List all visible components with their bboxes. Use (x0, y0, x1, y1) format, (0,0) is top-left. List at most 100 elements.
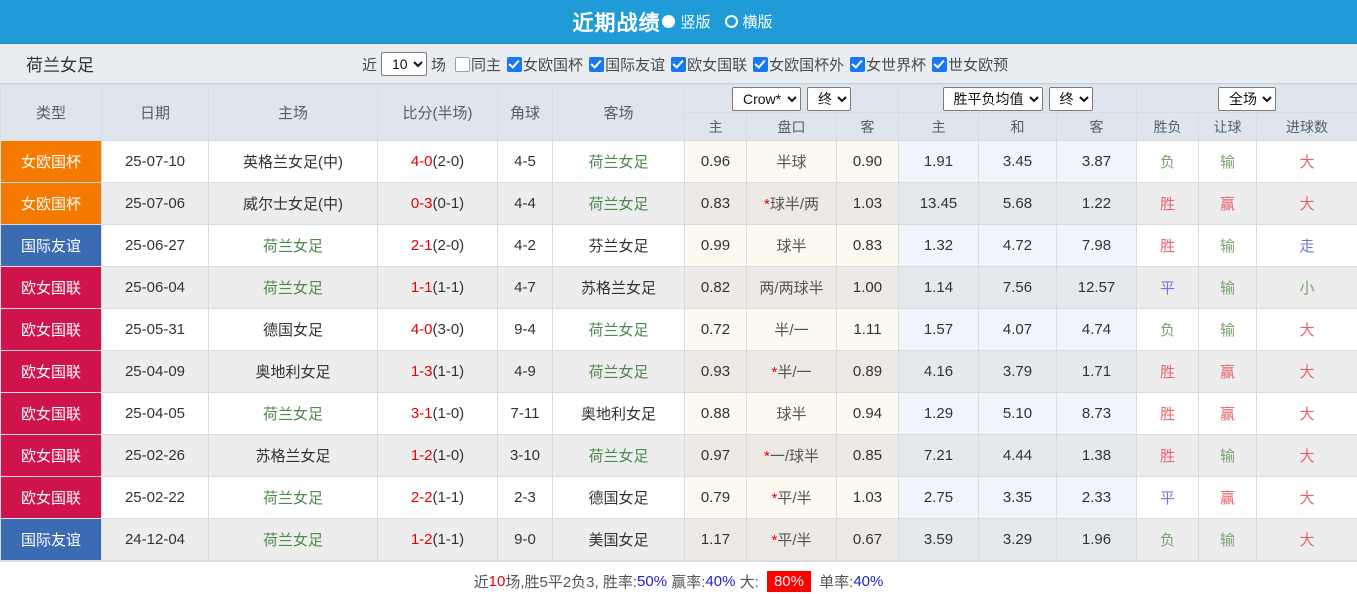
same-home-checkbox[interactable] (455, 56, 471, 72)
euro-odds-away: 12.57 (1055, 266, 1138, 309)
away-team[interactable]: 荷兰女足 (552, 140, 685, 183)
home-team[interactable]: 荷兰女足 (208, 476, 378, 519)
scope-select-group: 全场 (1136, 84, 1357, 113)
match-date: 25-05-31 (101, 308, 209, 351)
match-score[interactable]: 1-2(1-1) (377, 518, 498, 561)
result-goals: 大 (1256, 476, 1357, 519)
match-score[interactable]: 2-1(2-0) (377, 224, 498, 267)
competition-badge-cell[interactable]: 欧女国联 (0, 266, 102, 309)
away-team[interactable]: 荷兰女足 (552, 350, 685, 393)
table-row[interactable]: 欧女国联 25-04-09 奥地利女足 1-3(1-1) 4-9 荷兰女足 0.93 *半/一… (0, 350, 1357, 393)
match-score[interactable]: 1-1(1-1) (377, 266, 498, 309)
view-mode-option-horizontal[interactable]: 横版 (724, 11, 785, 32)
table-row[interactable]: 欧女国联 25-06-04 荷兰女足 1-1(1-1) 4-7 苏格兰女足 0.82 两/两球… (0, 266, 1357, 309)
match-score[interactable]: 4-0(3-0) (377, 308, 498, 351)
result-goals: 大 (1256, 182, 1357, 225)
match-score[interactable]: 2-2(1-1) (377, 476, 498, 519)
competition-badge-cell[interactable]: 女欧国杯 (0, 140, 102, 183)
match-score[interactable]: 4-0(2-0) (377, 140, 498, 183)
home-team[interactable]: 荷兰女足 (208, 224, 378, 267)
result-handicap: 赢 (1198, 476, 1258, 519)
away-team[interactable]: 苏格兰女足 (552, 266, 685, 309)
competition-badge-cell[interactable]: 国际友谊 (0, 518, 102, 561)
result-goals: 大 (1256, 392, 1357, 435)
match-score[interactable]: 0-3(0-1) (377, 182, 498, 225)
table-row[interactable]: 国际友谊 24-12-04 荷兰女足 1-2(1-1) 9-0 美国女足 1.17 *平/半 0… (0, 518, 1357, 561)
asia-handicap-line: *平/半 (746, 476, 837, 519)
table-row[interactable]: 欧女国联 25-02-22 荷兰女足 2-2(1-1) 2-3 德国女足 0.79 *平/半 1… (0, 476, 1357, 519)
competition-badge-cell[interactable]: 欧女国联 (0, 350, 102, 393)
match-date: 25-07-10 (101, 140, 209, 183)
view-mode-option-vertical[interactable]: 竖版 (662, 11, 722, 32)
away-team[interactable]: 荷兰女足 (552, 182, 685, 225)
home-team[interactable]: 荷兰女足 (208, 392, 378, 435)
competition-badge: 欧女国联 (1, 477, 101, 518)
competition-badge-cell[interactable]: 欧女国联 (0, 476, 102, 519)
competition-checkbox-0[interactable] (507, 56, 523, 72)
table-row[interactable]: 欧女国联 25-05-31 德国女足 4-0(3-0) 9-4 荷兰女足 0.72 半/一 1.… (0, 308, 1357, 351)
euro-odds-draw: 3.45 (978, 140, 1057, 183)
competition-badge-cell[interactable]: 欧女国联 (0, 434, 102, 477)
team-name: 荷兰女足 (26, 56, 94, 75)
competition-checkbox-5[interactable] (932, 56, 948, 72)
summary-footer: 近 10 场,胜5平2负3, 胜率: 50% 赢率: 40% 大: 80% 单率: 40% (0, 561, 1357, 594)
competition-badge-cell[interactable]: 国际友谊 (0, 224, 102, 267)
competition-badge: 国际友谊 (1, 519, 101, 560)
home-team[interactable]: 德国女足 (208, 308, 378, 351)
col-header-goals: 进球数 (1256, 112, 1357, 141)
result-wdl: 负 (1136, 518, 1200, 561)
asia-odds-away: 1.03 (836, 182, 899, 225)
home-team[interactable]: 威尔士女足(中) (208, 182, 378, 225)
competition-checkbox-4[interactable] (850, 56, 866, 72)
col-header-type: 类型 (0, 84, 102, 141)
asia-odds-away: 0.85 (836, 434, 899, 477)
asia-odds-away: 0.94 (836, 392, 899, 435)
euro-odds-draw: 3.29 (978, 518, 1057, 561)
away-team[interactable]: 芬兰女足 (552, 224, 685, 267)
away-team[interactable]: 奥地利女足 (552, 392, 685, 435)
euro-odds-away: 1.38 (1055, 434, 1138, 477)
table-row[interactable]: 欧女国联 25-02-26 苏格兰女足 1-2(1-0) 3-10 荷兰女足 0.97 *一/… (0, 434, 1357, 477)
home-team[interactable]: 苏格兰女足 (208, 434, 378, 477)
table-row[interactable]: 国际友谊 25-06-27 荷兰女足 2-1(2-0) 4-2 芬兰女足 0.99 球半 0.8… (0, 224, 1357, 267)
table-row[interactable]: 女欧国杯 25-07-10 英格兰女足(中) 4-0(2-0) 4-5 荷兰女足 0.96 半… (0, 140, 1357, 183)
euro-average-select[interactable]: 胜平负均值 (942, 86, 1043, 111)
away-team[interactable]: 荷兰女足 (552, 308, 685, 351)
table-row[interactable]: 女欧国杯 25-07-06 威尔士女足(中) 0-3(0-1) 4-4 荷兰女足 0.83 *… (0, 182, 1357, 225)
home-team[interactable]: 英格兰女足(中) (208, 140, 378, 183)
footer-prefix: 近 (473, 574, 489, 591)
result-wdl: 负 (1136, 308, 1200, 351)
competition-label-0: 女欧国杯 (523, 56, 584, 74)
match-score[interactable]: 1-3(1-1) (377, 350, 498, 393)
competition-badge-cell[interactable]: 欧女国联 (0, 392, 102, 435)
away-team[interactable]: 荷兰女足 (552, 434, 685, 477)
filter-controls: 近 10 场 同主 女欧国杯 国际友谊 欧女国联 女欧国杯外 女世界杯 世女欧预 (358, 44, 1009, 84)
competition-badge-cell[interactable]: 女欧国杯 (0, 182, 102, 225)
result-goals: 走 (1256, 224, 1357, 267)
competition-checkbox-3[interactable] (753, 56, 769, 72)
col-header-wdl: 胜负 (1136, 112, 1200, 141)
home-team[interactable]: 荷兰女足 (208, 266, 378, 309)
result-goals: 小 (1256, 266, 1357, 309)
competition-checkbox-1[interactable] (589, 56, 605, 72)
match-score[interactable]: 1-2(1-0) (377, 434, 498, 477)
scope-select[interactable]: 全场 (1218, 86, 1277, 111)
page-title: 近期战绩 (572, 11, 661, 35)
competition-badge-cell[interactable]: 欧女国联 (0, 308, 102, 351)
footer-asia-rate: 40% (705, 573, 736, 590)
euro-odds-home: 3.59 (898, 518, 979, 561)
asia-phase-select[interactable]: 终 (807, 86, 851, 111)
table-row[interactable]: 欧女国联 25-04-05 荷兰女足 3-1(1-0) 7-11 奥地利女足 0.88 球半 0… (0, 392, 1357, 435)
euro-odds-select-group: 胜平负均值 终 (897, 84, 1138, 113)
match-count-select[interactable]: 10 (381, 52, 428, 76)
bookmaker-select[interactable]: Crow* (732, 86, 801, 111)
col-header-score: 比分(半场) (377, 84, 498, 141)
competition-checkbox-2[interactable] (671, 56, 687, 72)
match-score[interactable]: 3-1(1-0) (377, 392, 498, 435)
away-team[interactable]: 美国女足 (552, 518, 685, 561)
euro-odds-away: 1.22 (1055, 182, 1138, 225)
away-team[interactable]: 德国女足 (552, 476, 685, 519)
home-team[interactable]: 奥地利女足 (208, 350, 378, 393)
euro-phase-select[interactable]: 终 (1048, 86, 1093, 111)
home-team[interactable]: 荷兰女足 (208, 518, 378, 561)
